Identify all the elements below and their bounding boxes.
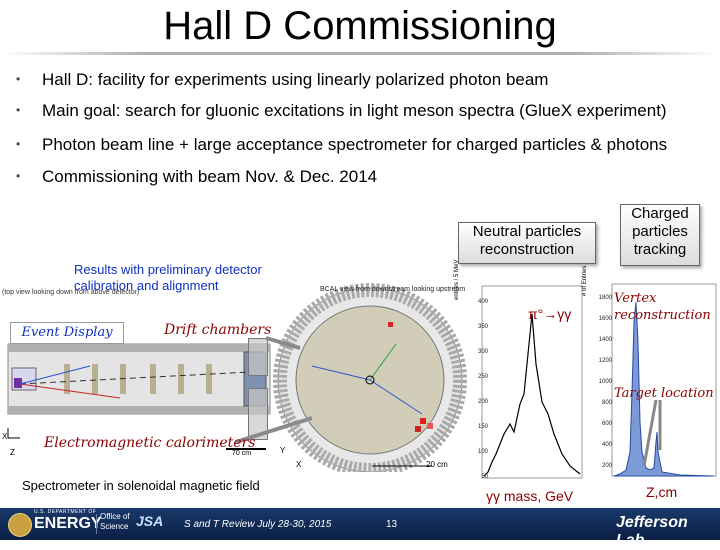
results-note: Results with preliminary detector calibr… xyxy=(74,262,262,293)
axis-x-label-bcal: X xyxy=(296,460,302,469)
doe-label: ENERGY xyxy=(34,515,102,532)
calorimeter-highlight xyxy=(248,388,268,440)
jsa-logo: JSA xyxy=(136,513,164,529)
side-view-header: (top view looking down from above detect… xyxy=(2,289,140,296)
footer-divider xyxy=(96,514,97,534)
page-number: 13 xyxy=(386,519,398,530)
page-title: Hall D Commissioning xyxy=(163,4,557,48)
y-tick-label: 400 xyxy=(477,299,488,305)
bullet-item: • Hall D: facility for experiments using … xyxy=(16,70,548,90)
y-tick-label: 600 xyxy=(601,421,612,427)
spectrometer-caption: Spectrometer in solenoidal magnetic fiel… xyxy=(22,478,260,493)
zcm-label: Z,cm xyxy=(646,484,678,500)
target-label: Target location xyxy=(614,386,714,401)
neutral-callout: Neutral particles reconstruction xyxy=(458,222,596,264)
footer-review: S and T Review July 28-30, 2015 xyxy=(184,519,332,530)
bullet-item: • Main goal: search for gluonic excitatio… xyxy=(16,101,667,121)
side-view-panel xyxy=(0,288,282,460)
footer-bar xyxy=(0,508,720,540)
y-tick-label: 150 xyxy=(477,424,488,430)
y-tick-label: 1400 xyxy=(598,337,612,343)
jefferson-lab-logo: Jefferson Lab xyxy=(616,514,688,549)
bcal-drawing xyxy=(272,282,472,477)
y-tick-label: 400 xyxy=(601,442,612,448)
charged-callout: Charged particles tracking xyxy=(620,204,700,266)
drift-chamber-highlight xyxy=(248,338,268,376)
scale-70cm: 70 cm xyxy=(232,450,252,457)
doe-seal-icon xyxy=(8,513,32,537)
office-line-2: Science xyxy=(100,522,129,531)
bullet-text: Commissioning with beam Nov. & Dec. 2014 xyxy=(42,167,378,186)
y-tick-label: 1800 xyxy=(598,295,612,301)
bullet-glyph: • xyxy=(16,103,21,117)
y-tick-label: 300 xyxy=(477,349,488,355)
vertex-histogram xyxy=(590,282,718,482)
pi0-histogram-plot xyxy=(481,285,583,479)
gg-mass-label: γγ mass, GeV xyxy=(486,488,574,504)
axis-y-label: Y xyxy=(280,446,286,455)
vertex-histogram-plot xyxy=(611,283,717,477)
pi0-label: π°→γγ xyxy=(528,306,572,322)
bullet-item: • Commissioning with beam Nov. & Dec. 201… xyxy=(16,167,377,187)
y-tick-label: 250 xyxy=(477,374,488,380)
axis-z-label: Z xyxy=(10,448,15,457)
y-tick-label: 200 xyxy=(477,399,488,405)
doe-small-label: U.S. DEPARTMENT OF xyxy=(34,509,97,515)
bcal-view-panel xyxy=(272,282,472,477)
bcal-header: BCAL view from downstream looking upstre… xyxy=(320,286,466,293)
y-tick-label: 1600 xyxy=(598,316,612,322)
bullet-glyph: • xyxy=(16,72,21,86)
title-divider xyxy=(0,52,720,55)
pi0-y-ticks: 400 350 300 250 200 150 100 50 xyxy=(462,290,488,490)
side-view-drawing xyxy=(0,288,282,460)
y-tick-label: 1000 xyxy=(598,379,612,385)
vertex-y-ticks: 1800 1600 1400 1200 1000 800 600 400 200 xyxy=(590,288,612,477)
scale-20cm: 20 cm xyxy=(426,460,448,469)
bullet-glyph: • xyxy=(16,137,21,151)
bullet-item: • Photon beam line + large acceptance spe… xyxy=(16,135,667,155)
y-tick-label: 50 xyxy=(481,474,488,480)
event-display-label: Event Display xyxy=(10,322,124,344)
axis-x-label: X xyxy=(2,432,8,441)
drift-chambers-label: Drift chambers xyxy=(164,322,272,338)
neutral-callout-text: Neutral particles reconstruction xyxy=(472,223,582,258)
office-line-1: Office of xyxy=(100,512,130,521)
y-tick-label: 200 xyxy=(601,463,612,469)
vertex-label: Vertex reconstruction xyxy=(614,291,711,323)
y-tick-label: 350 xyxy=(477,324,488,330)
bullet-text: Main goal: search for gluonic excitation… xyxy=(42,101,667,120)
bullet-glyph: • xyxy=(16,169,21,183)
office-of-science-label: Office of Science xyxy=(100,512,130,532)
y-tick-label: 100 xyxy=(477,449,488,455)
bullet-text: Photon beam line + large acceptance spec… xyxy=(42,135,668,154)
em-calorimeters-label: Electromagnetic calorimeters xyxy=(44,435,256,451)
y-tick-label: 1200 xyxy=(598,358,612,364)
bullet-text: Hall D: facility for experiments using l… xyxy=(42,70,549,89)
y-tick-label: 800 xyxy=(601,400,612,406)
charged-callout-text: Charged particles tracking xyxy=(631,205,689,258)
pi0-histogram xyxy=(462,284,586,484)
